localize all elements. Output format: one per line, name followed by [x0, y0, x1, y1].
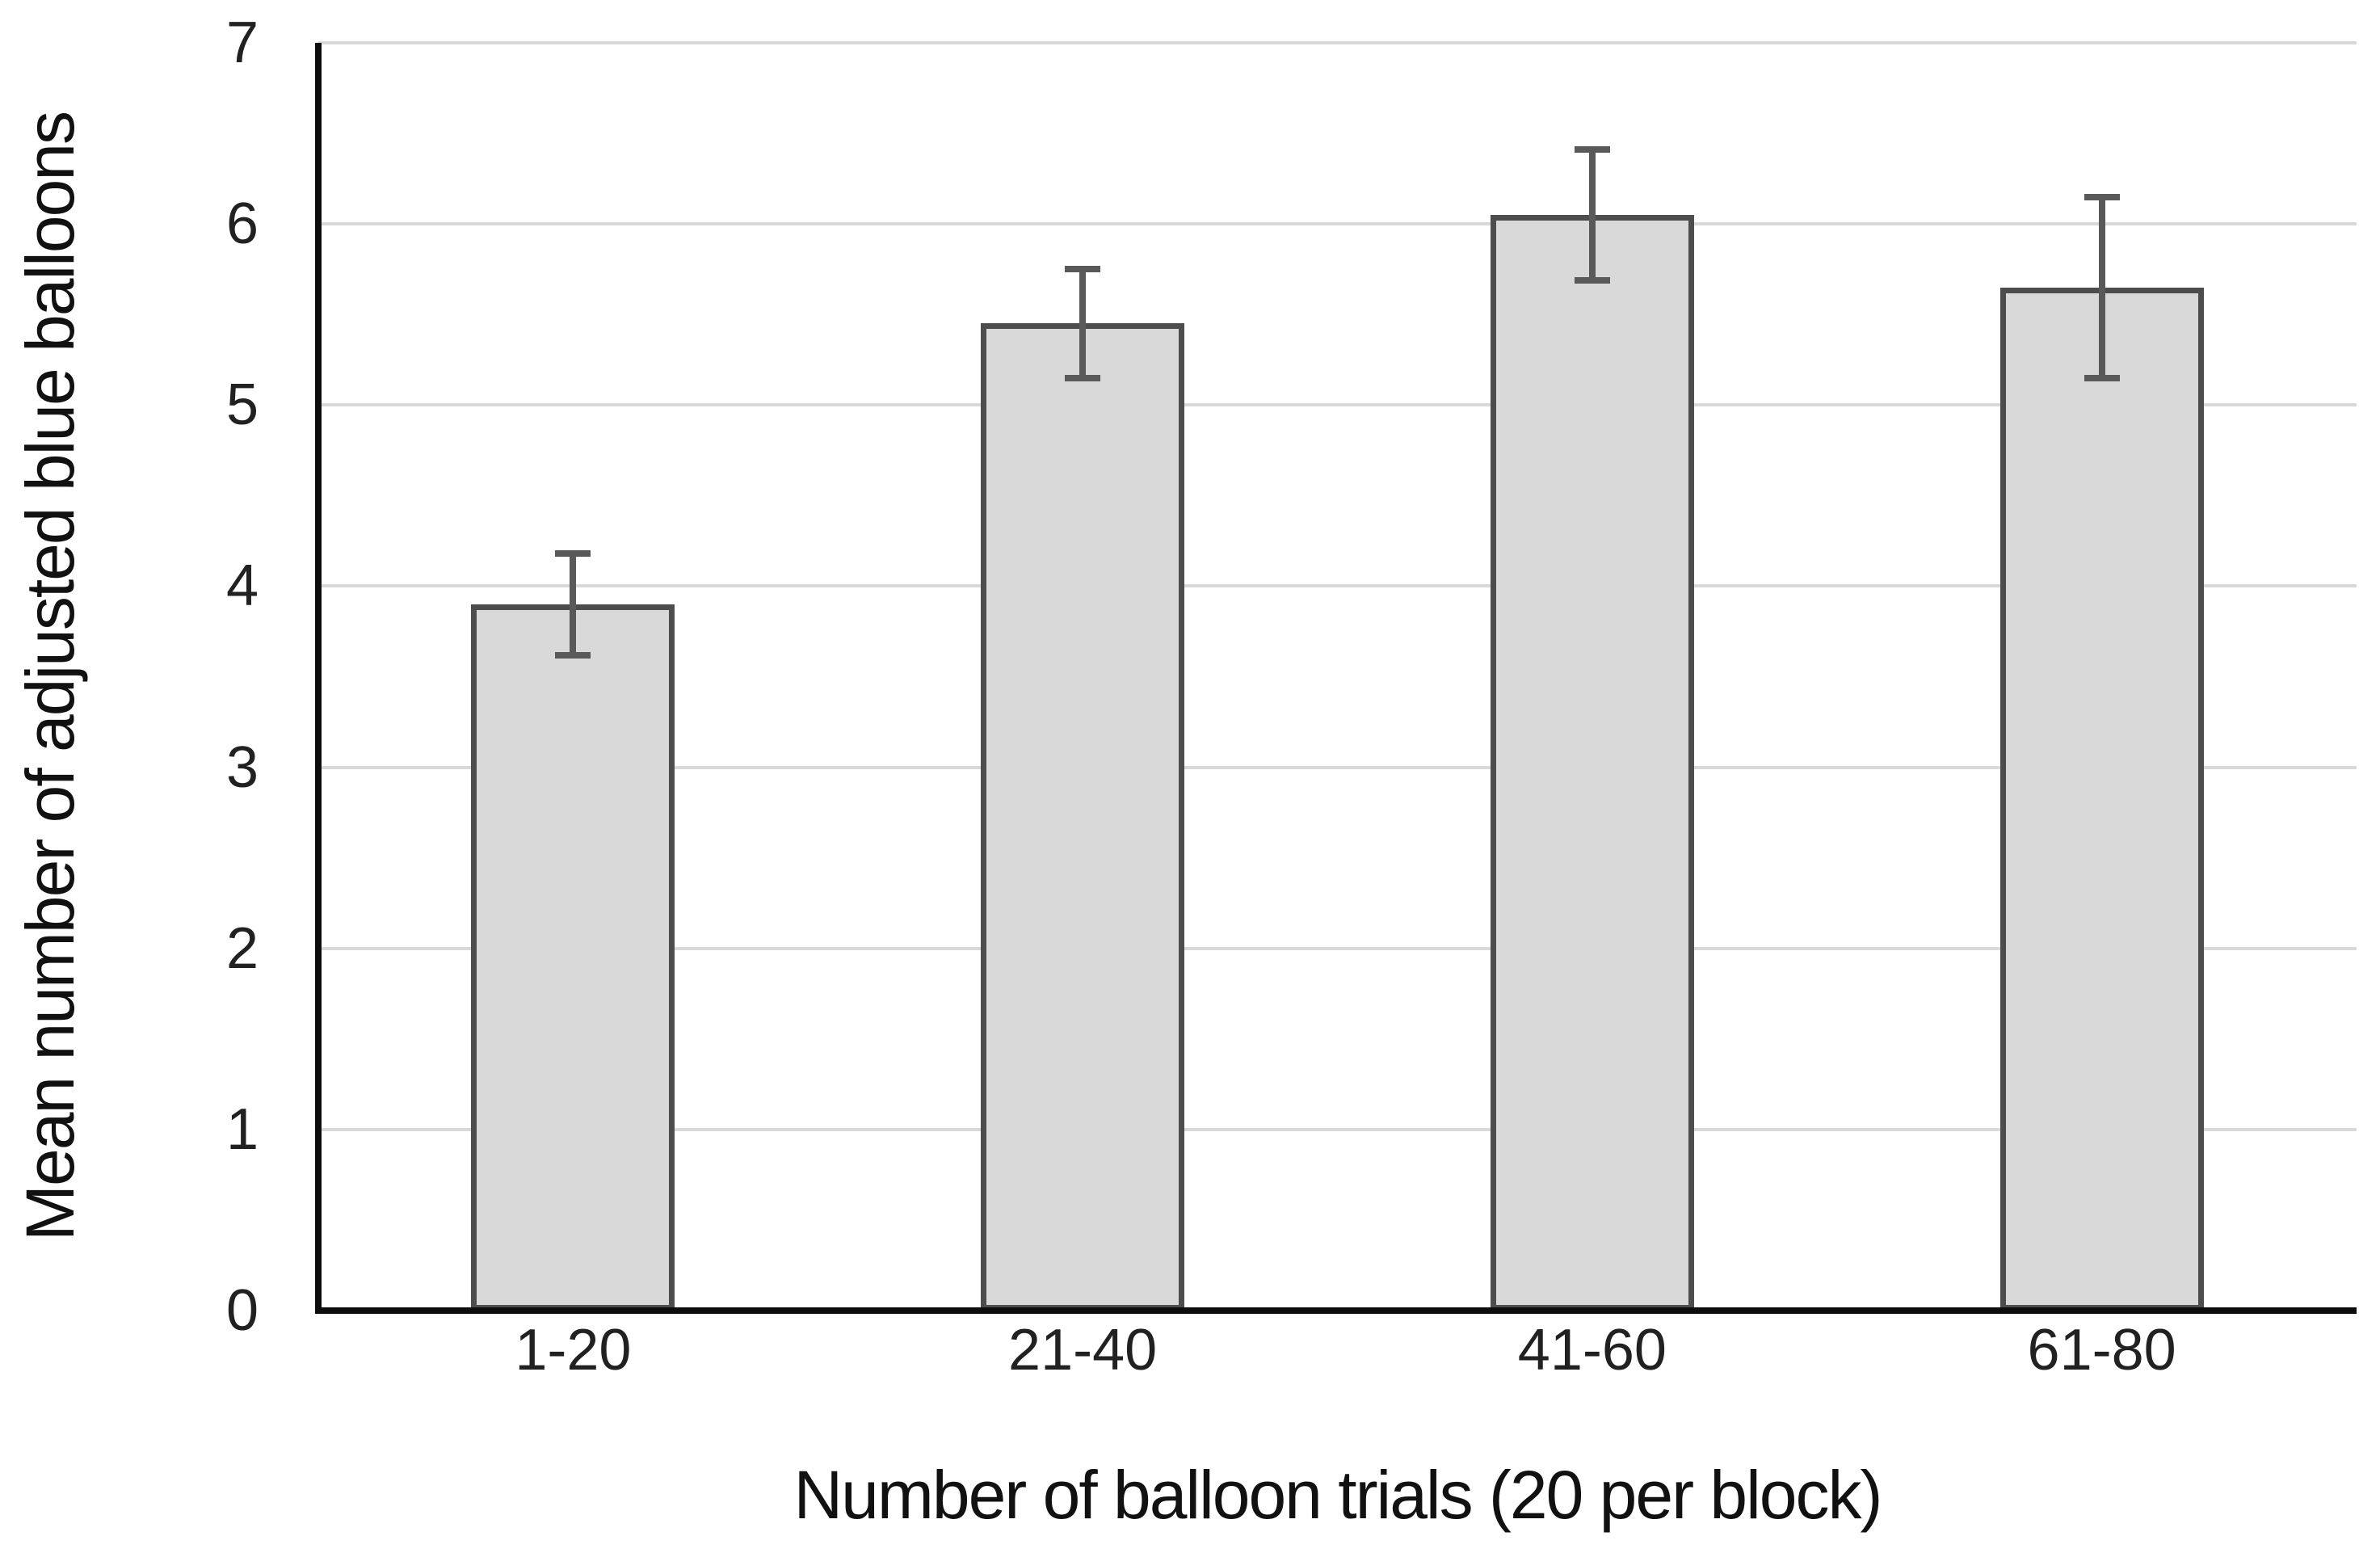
gridline-y-3: [318, 765, 2357, 769]
gridline-y-5: [318, 403, 2357, 407]
y-axis-title-text: Mean number of adjusted blue balloons: [11, 112, 88, 1241]
error-bar-41-60: [1588, 149, 1596, 280]
error-bar-cap-top-41-60: [1574, 146, 1610, 154]
x-axis-category-label-1-20: 1-20: [515, 1318, 632, 1383]
error-bar-cap-top-61-80: [2084, 193, 2120, 200]
error-bar-cap-top-21-40: [1065, 266, 1101, 273]
error-bar-cap-bottom-41-60: [1574, 276, 1610, 284]
bar-41-60: [1490, 214, 1694, 1311]
y-axis-tick-label-6: 6: [225, 191, 259, 257]
y-axis-tick-label-0: 0: [225, 1278, 259, 1343]
x-axis-title: Number of balloon trials (20 per block): [793, 1457, 1883, 1533]
gridline-y-1: [318, 1127, 2357, 1131]
error-bar-cap-bottom-21-40: [1065, 374, 1101, 381]
y-axis-tick-label-1: 1: [225, 1096, 259, 1162]
error-bar-cap-bottom-61-80: [2084, 374, 2120, 381]
x-axis-line: [315, 1307, 2357, 1314]
y-axis-line: [315, 43, 322, 1314]
y-axis-tick-label-5: 5: [225, 372, 259, 438]
gridline-y-2: [318, 946, 2357, 950]
x-axis-category-label-61-80: 61-80: [2027, 1318, 2176, 1383]
y-axis-tick-label-4: 4: [225, 553, 259, 619]
y-axis-tick-label-3: 3: [225, 734, 259, 800]
gridline-y-7: [318, 41, 2357, 44]
error-bar-1-20: [570, 553, 577, 655]
x-axis-category-label-21-40: 21-40: [1008, 1318, 1158, 1383]
error-bar-21-40: [1079, 269, 1087, 378]
error-bar-61-80: [2098, 196, 2105, 378]
gridline-y-6: [318, 222, 2357, 226]
bar-21-40: [981, 323, 1185, 1311]
error-bar-cap-bottom-1-20: [555, 651, 591, 659]
bar-1-20: [471, 604, 675, 1311]
y-axis-tick-label-7: 7: [225, 11, 259, 75]
gridline-y-4: [318, 584, 2357, 588]
plot-area: 0 1 2 3 4 5 6 7: [226, 14, 2357, 1340]
x-axis-category-label-41-60: 41-60: [1517, 1318, 1667, 1383]
y-axis-tick-label-2: 2: [225, 915, 259, 981]
bar-61-80: [1999, 287, 2204, 1311]
error-bar-cap-top-1-20: [555, 550, 591, 558]
y-axis-title: Mean number of adjusted blue balloons: [0, 43, 100, 1311]
